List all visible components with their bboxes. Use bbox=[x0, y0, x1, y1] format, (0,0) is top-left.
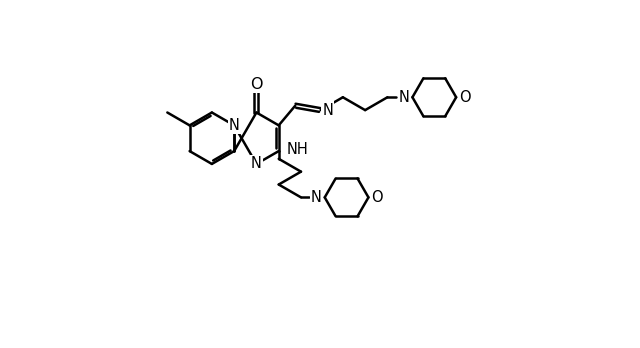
Text: N: N bbox=[251, 157, 262, 172]
Text: N: N bbox=[228, 118, 239, 133]
Text: N: N bbox=[311, 190, 322, 205]
Text: N: N bbox=[323, 103, 333, 118]
Text: O: O bbox=[371, 190, 383, 205]
Text: O: O bbox=[459, 90, 470, 105]
Text: NH: NH bbox=[287, 142, 308, 157]
Text: N: N bbox=[399, 90, 410, 105]
Text: O: O bbox=[250, 77, 262, 92]
